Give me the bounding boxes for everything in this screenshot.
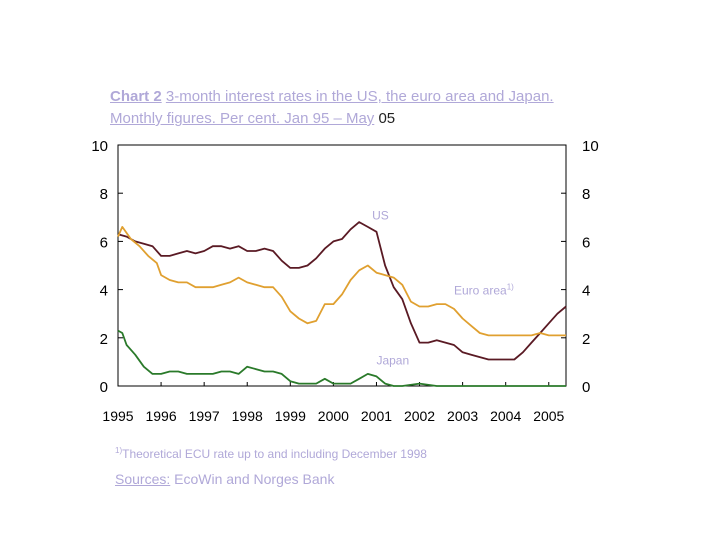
y-tick-label-left: 4 — [100, 283, 108, 300]
series-label-us: US — [372, 209, 389, 223]
sources-text: EcoWin and Norges Bank — [170, 471, 335, 487]
chart-title-suffix: 05 — [374, 110, 396, 127]
y-tick-label-right: 0 — [582, 379, 590, 396]
series-label-superscript: 1) — [507, 282, 514, 291]
sources: Sources: EcoWin and Norges Bank — [115, 471, 334, 487]
x-tick-label: 2002 — [404, 408, 435, 424]
series-line-japan — [117, 329, 566, 387]
footnote-text: Theoretical ECU rate up to and including… — [122, 447, 427, 461]
plot-frame — [117, 144, 567, 387]
chart-title-text: 3-month interest rates in the US, the eu… — [110, 88, 554, 127]
y-tick-label-right: 6 — [582, 234, 590, 251]
footnote: 1)Theoretical ECU rate up to and includi… — [115, 446, 427, 461]
x-tick-label: 1995 — [102, 408, 133, 424]
x-tick-label: 2003 — [447, 408, 478, 424]
series-label-japan: Japan — [376, 353, 409, 367]
y-tick-label-left: 10 — [91, 138, 108, 155]
y-tick-label-right: 2 — [582, 331, 590, 348]
y-tick-label-left: 8 — [100, 186, 108, 203]
x-tick-label: 1996 — [145, 408, 176, 424]
x-tick-label: 2005 — [533, 408, 564, 424]
y-tick-label-left: 6 — [100, 234, 108, 251]
series-label-euro-area: Euro area1) — [454, 282, 514, 297]
x-tick-label: 2001 — [361, 408, 392, 424]
series-line-euro-area — [117, 225, 566, 337]
y-tick-label-left: 2 — [100, 331, 108, 348]
x-tick-label: 1998 — [232, 408, 263, 424]
series-line-us — [117, 221, 567, 361]
x-tick-label: 1999 — [275, 408, 306, 424]
footnote-marker: 1) — [115, 446, 123, 455]
y-tick-label-right: 10 — [582, 138, 599, 155]
x-tick-label: 2004 — [490, 408, 521, 424]
x-tick-label: 2000 — [318, 408, 349, 424]
chart-title: Chart 2 3-month interest rates in the US… — [110, 86, 580, 130]
sources-label: Sources: — [115, 471, 171, 487]
y-tick-label-right: 8 — [582, 186, 590, 203]
y-tick-label-right: 4 — [582, 283, 590, 300]
y-tick-label-left: 0 — [100, 379, 108, 396]
x-tick-label: 1997 — [189, 408, 220, 424]
chart-number: Chart 2 — [110, 88, 162, 105]
